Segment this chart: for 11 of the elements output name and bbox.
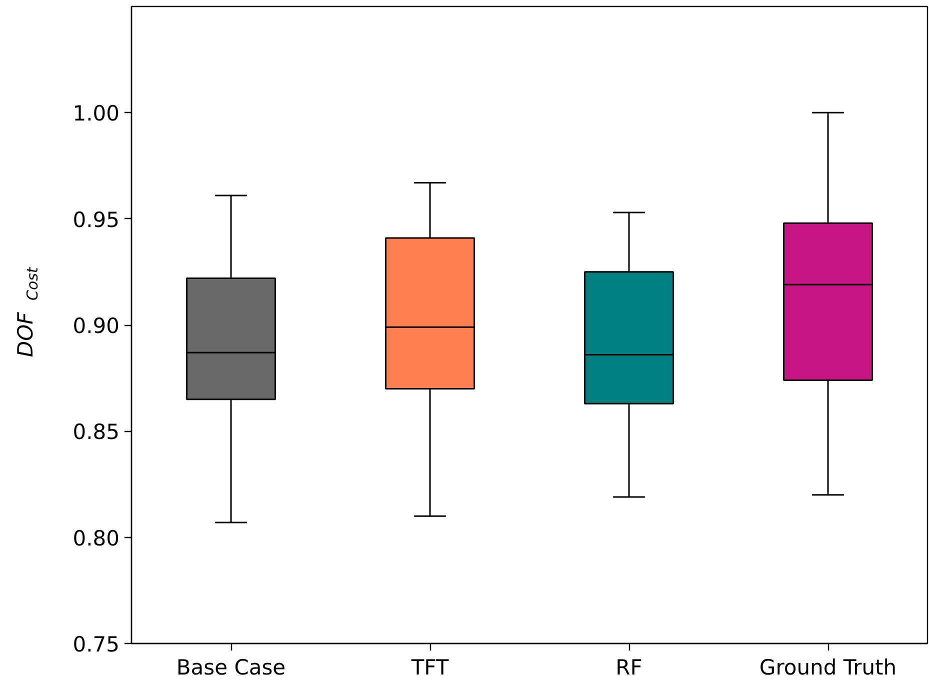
- x-tick-label: Base Case: [176, 656, 286, 680]
- x-tick-label: Ground Truth: [759, 656, 897, 680]
- x-tick-label: TFT: [410, 656, 449, 680]
- y-tick-label: 1.00: [72, 102, 120, 126]
- y-axis-title: DOFCost: [14, 266, 42, 358]
- y-tick-label: 0.95: [72, 208, 120, 232]
- x-tick-label: RF: [616, 656, 642, 680]
- y-tick-label: 0.90: [72, 314, 120, 338]
- y-tick-label: 0.75: [72, 632, 120, 656]
- y-tick-label: 0.85: [72, 420, 120, 444]
- y-tick-label: 0.80: [72, 526, 120, 550]
